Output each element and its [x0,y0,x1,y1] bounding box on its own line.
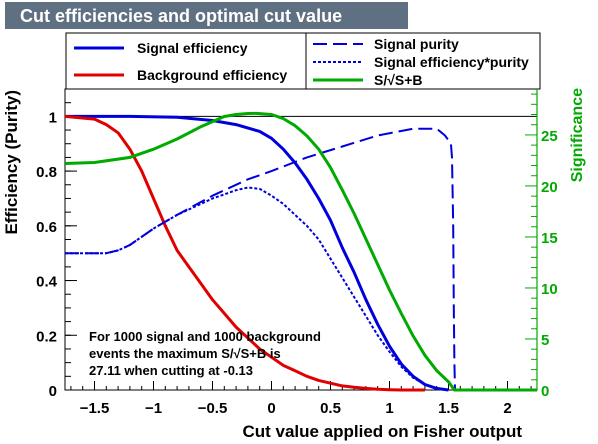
y2-tick-label: 25 [541,128,558,145]
series-line [65,114,449,392]
x-tick-label: 0 [267,400,275,417]
legend: Signal efficiency Background efficiency Si… [74,36,529,88]
y2-tick-label: 15 [541,230,558,247]
y-tick-label: 1 [49,109,57,126]
y-axis-title: Efficiency (Purity) [2,90,21,235]
y2-axis-title: Significance [569,88,586,182]
legend-label: Signal efficiency [137,40,248,56]
x-tick-label: 1 [385,400,393,417]
title-box [5,2,408,29]
legend-label: Signal purity [374,36,459,52]
y-tick-label: 0.8 [36,164,57,181]
x-tick-label: 0.5 [320,400,341,417]
x-tick-label: −1 [145,400,162,417]
y2-tick-label: 0 [541,383,549,400]
legend-label: Background efficiency [137,67,287,83]
annotation-line: 27.11 when cutting at -0.13 [89,363,253,378]
series-line [65,186,449,391]
legend-label: S/√S+B [374,72,423,88]
annotation: For 1000 signal and 1000 background event… [89,329,321,378]
annotation-line: events the maximum S/√S+B is [89,346,281,361]
y2-tick-label: 10 [541,281,558,298]
series-line [64,111,537,392]
x-tick-label: 1.5 [438,400,459,417]
series-line [64,114,425,392]
series-line [65,127,456,391]
axis-ticks: −1.5 −1 −0.5 0 0.5 1 1.5 200.20.40.60.810510152… [36,93,558,417]
x-axis-title: Cut value applied on Fisher output [242,422,522,441]
legend-label: Signal efficiency*purity [374,54,529,70]
y-tick-label: 0 [49,383,57,400]
chart-title: Cut efficiencies and optimal cut value [20,6,342,26]
x-tick-label: −1.5 [80,400,110,417]
series-layer [64,111,537,392]
plot-frame [64,88,538,391]
annotation-line: For 1000 signal and 1000 background [89,329,321,344]
x-tick-label: 2 [503,400,511,417]
legend-box [65,32,541,90]
y2-tick-label: 5 [541,332,549,349]
y-tick-label: 0.2 [36,328,57,345]
y2-tick-label: 20 [541,179,558,196]
y-tick-label: 0.6 [36,219,57,236]
x-tick-label: −0.5 [198,400,228,417]
y-tick-label: 0.4 [36,274,58,291]
